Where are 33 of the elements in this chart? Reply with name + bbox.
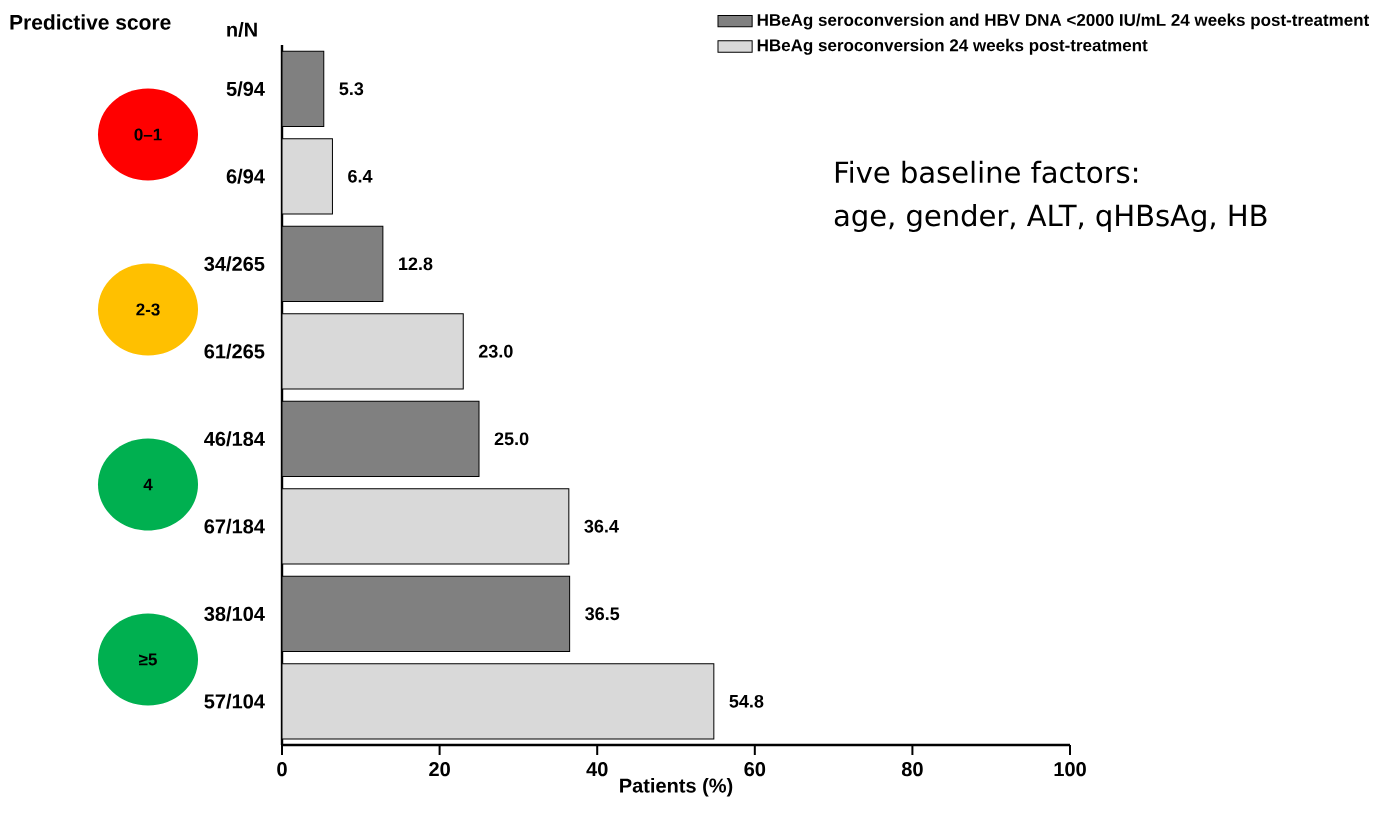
x-tick-label: 40 (586, 762, 608, 777)
data-label: 12.8 (399, 257, 433, 271)
x-tick-label: 80 (901, 762, 923, 777)
y-tick-label: 38/104 (204, 606, 265, 622)
y-tick-label: 5/94 (226, 81, 265, 97)
legend-label: HBeAg seroconversion 24 weeks post-treatment (757, 38, 1148, 55)
annotation: age, gender, ALT, qHBsAg, HB (834, 203, 1267, 233)
x-tick-label: 60 (744, 762, 766, 777)
y-tick-label: 61/265 (204, 343, 265, 359)
y-tick-label: 6/94 (226, 168, 265, 184)
text: 0–1 (134, 128, 162, 141)
text: n/N (227, 22, 257, 37)
y-tick-label: 34/265 (204, 256, 265, 272)
data-label: 36.5 (585, 607, 620, 621)
data-label: 25.0 (494, 432, 529, 446)
data-label: 23.0 (478, 344, 513, 358)
text: 2-3 (136, 303, 160, 316)
data-label: 5.3 (339, 82, 364, 96)
legend-label: HBeAg seroconversion and HBV DNA <2000 IU/mL 24 weeks post-treatment (757, 13, 1370, 30)
x-axis-title: Patients (%) (620, 777, 733, 797)
data-label: 36.4 (584, 519, 619, 533)
text: 4 (143, 478, 153, 491)
data-label: 54.8 (729, 694, 764, 708)
text: Predictive score (10, 14, 171, 30)
y-tick-label: 46/184 (204, 431, 265, 447)
x-tick-label: 100 (1054, 762, 1086, 777)
y-tick-label: 67/184 (204, 518, 265, 534)
text: ≥5 (139, 653, 157, 666)
annotation: Five baseline factors: (835, 160, 1138, 184)
x-tick-label: 20 (429, 762, 450, 777)
y-tick-label: 57/104 (204, 693, 265, 709)
data-label: 6.4 (348, 169, 373, 183)
x-tick-label: 0 (277, 762, 287, 777)
